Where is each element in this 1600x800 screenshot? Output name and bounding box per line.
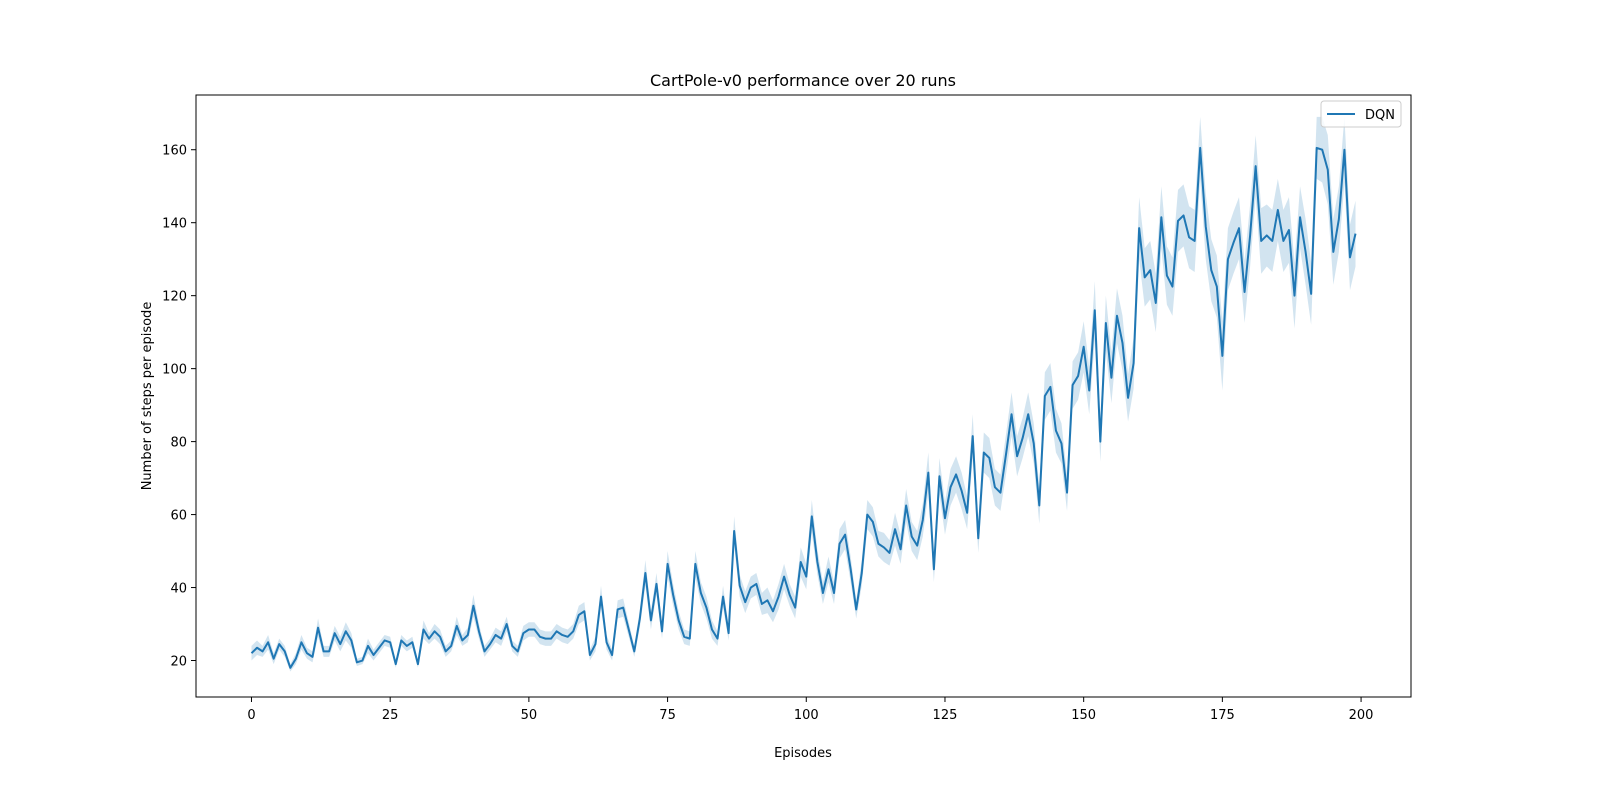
- series-line-dqn: [250, 146, 1357, 669]
- y-axis-label: Number of steps per episode: [140, 302, 155, 491]
- plot-area: 0 25 50 75 100 125 150 175 200 20 40 60 80 100 120 140 1…: [162, 94, 1412, 723]
- x-tick-label: 200: [1349, 708, 1374, 723]
- y-tick-label: 120: [162, 290, 187, 305]
- legend-entry-label: DQN: [1365, 108, 1395, 123]
- x-tick-label: 0: [247, 708, 255, 723]
- y-tick-label: 20: [170, 655, 187, 670]
- chart-title: CartPole-v0 performance over 20 runs: [650, 71, 956, 90]
- x-tick-label: 75: [659, 708, 676, 723]
- y-tick-label: 60: [170, 509, 187, 524]
- y-tick-label: 100: [162, 363, 187, 378]
- x-tick-label: 175: [1210, 708, 1235, 723]
- y-tick-label: 40: [170, 582, 187, 597]
- x-tick-label: 50: [521, 708, 538, 723]
- series-band-dqn: [251, 116, 1356, 672]
- legend-frame: [1320, 100, 1402, 128]
- x-tick-label: 25: [382, 708, 399, 723]
- y-tick-label: 160: [162, 144, 187, 159]
- x-tick-label: 150: [1071, 708, 1096, 723]
- plot-frame: [195, 94, 1412, 698]
- legend: DQN: [1320, 100, 1402, 128]
- x-tick-label: 125: [933, 708, 958, 723]
- x-tick-label: 100: [794, 708, 819, 723]
- x-axis-label: Episodes: [774, 746, 832, 761]
- y-tick-label: 140: [162, 217, 187, 232]
- y-tick-label: 80: [170, 436, 187, 451]
